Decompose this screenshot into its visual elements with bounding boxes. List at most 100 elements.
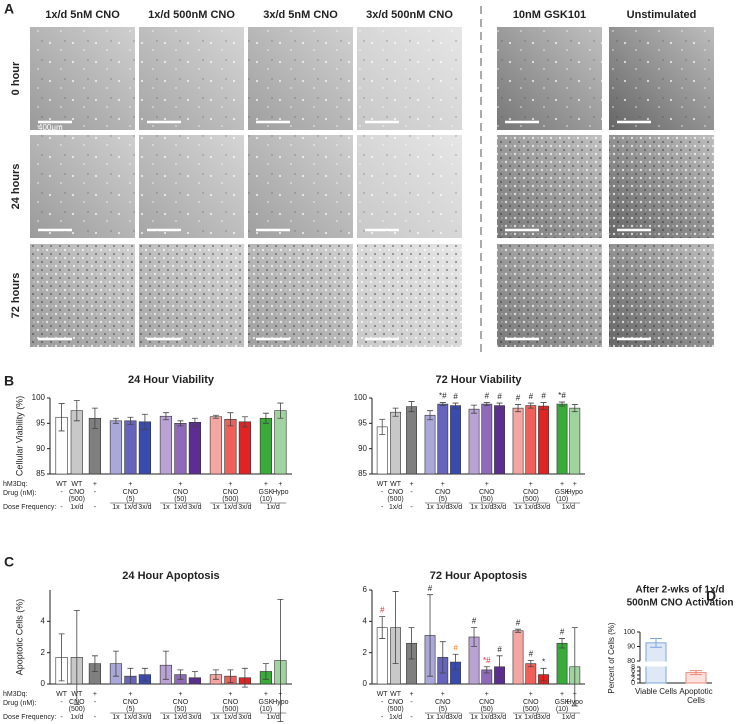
error-bar bbox=[690, 670, 702, 676]
error-bar bbox=[427, 410, 434, 421]
bar bbox=[468, 408, 480, 475]
significance-marker: # bbox=[541, 392, 546, 401]
x-tick-label: 3x/d bbox=[238, 504, 251, 511]
error-bar bbox=[483, 402, 490, 406]
x-tick-label: + bbox=[441, 691, 445, 698]
error-bar bbox=[241, 416, 248, 428]
error-bar bbox=[127, 667, 134, 685]
bar bbox=[188, 422, 202, 475]
error-bar bbox=[141, 667, 148, 682]
bar bbox=[525, 405, 537, 475]
error-bar bbox=[162, 650, 169, 680]
y-tick-label: 4 bbox=[41, 616, 46, 625]
axis-break bbox=[636, 661, 712, 667]
significance-marker: # bbox=[453, 643, 458, 652]
column-header: Unstimulated bbox=[627, 9, 697, 21]
x-tick-label: + bbox=[128, 481, 132, 488]
significance-marker: # bbox=[428, 584, 433, 593]
x-tick-label: 1x/d bbox=[436, 504, 449, 511]
x-tick-label: CNO bbox=[388, 489, 404, 496]
x-tick-label: CNO bbox=[435, 699, 451, 706]
x-tick-label: 1x/d bbox=[562, 504, 575, 511]
error-bar bbox=[58, 633, 65, 682]
y-tick-label: 2 bbox=[363, 648, 368, 657]
bar bbox=[494, 405, 505, 475]
bar bbox=[159, 415, 173, 475]
x-tick-label: 3x/d bbox=[449, 714, 462, 721]
y-tick-label: 100 bbox=[354, 393, 368, 402]
x-tick-label: + bbox=[441, 481, 445, 488]
micrograph-texture bbox=[609, 27, 714, 130]
micrograph-texture bbox=[357, 27, 462, 130]
significance-marker: # bbox=[380, 606, 385, 615]
x-tick-label: (5) bbox=[126, 706, 135, 713]
bar bbox=[274, 410, 287, 475]
x-tick-label: 1x bbox=[514, 504, 522, 511]
x-tick-label: Hypo bbox=[567, 699, 583, 706]
error-bar bbox=[227, 669, 234, 683]
error-bar bbox=[471, 627, 478, 647]
x-tick-label: (50) bbox=[481, 496, 493, 503]
error-bar bbox=[471, 404, 478, 414]
x-tick-label: 3x/d bbox=[238, 714, 251, 721]
x-tick-label: (10) bbox=[260, 706, 272, 713]
column-header: 1x/d 5nM CNO bbox=[45, 9, 120, 21]
x-tick-label: CNO bbox=[479, 699, 495, 706]
x-tick-label: + bbox=[485, 481, 489, 488]
x-tick-label: (500) bbox=[222, 706, 238, 713]
x-tick-label: 1x/d bbox=[224, 504, 237, 511]
micrograph-texture bbox=[357, 244, 462, 347]
x-tick-label: 3x/d bbox=[537, 504, 550, 511]
micrograph-texture bbox=[248, 135, 353, 238]
x-tick-label: (500) bbox=[69, 496, 85, 503]
x-tick-label: 1x bbox=[112, 714, 120, 721]
x-tick-label: - bbox=[94, 489, 97, 496]
scale-label: 400μm bbox=[38, 123, 63, 132]
x-tick-label: CNO bbox=[388, 699, 404, 706]
x-tick-label: + bbox=[228, 481, 232, 488]
x-tick-label: 1x bbox=[426, 504, 434, 511]
x-tick-label: WT bbox=[56, 481, 68, 488]
x-tick-label: + bbox=[560, 481, 564, 488]
significance-marker: # bbox=[472, 617, 477, 626]
x-tick-label: 3x/d bbox=[138, 504, 151, 511]
chart-title: 500nM CNO Activation bbox=[627, 598, 734, 609]
bar bbox=[424, 414, 436, 475]
error-bar bbox=[212, 414, 219, 419]
x-tick-label: 1x/d bbox=[562, 714, 575, 721]
significance-marker: # bbox=[529, 650, 534, 659]
x-tick-label: (10) bbox=[556, 706, 568, 713]
x-tick-label: (500) bbox=[222, 496, 238, 503]
y-tick-label: 90 bbox=[36, 444, 45, 453]
x-tick-label: Hypo bbox=[272, 489, 288, 496]
x-tick-label: - bbox=[60, 504, 63, 511]
y-axis-label: Apoptotic Cells (%) bbox=[14, 599, 24, 676]
x-tick-label: GSK bbox=[259, 489, 274, 496]
bar bbox=[238, 421, 252, 475]
y-tick-label: 85 bbox=[358, 469, 367, 478]
micrograph-texture bbox=[497, 244, 602, 347]
x-tick-label: + bbox=[278, 691, 282, 698]
x-tick-label: CNO bbox=[223, 489, 239, 496]
micrograph-texture bbox=[30, 135, 135, 238]
micrograph-texture bbox=[30, 27, 135, 130]
error-bar bbox=[439, 402, 446, 406]
significance-marker: # bbox=[497, 645, 502, 654]
micrograph-texture bbox=[609, 135, 714, 238]
x-tick-label: 3x/d bbox=[493, 504, 506, 511]
x-tick-label: Apoptotic Cells bbox=[679, 687, 713, 705]
micrograph-texture bbox=[139, 244, 244, 347]
x-tick-label: WT bbox=[390, 481, 402, 488]
bar bbox=[406, 406, 417, 475]
error-bar bbox=[212, 669, 219, 680]
x-tick-label: 1x/d bbox=[267, 504, 280, 511]
x-tick-label: GSK bbox=[555, 699, 570, 706]
y-tick-label: 85 bbox=[36, 469, 45, 478]
y-tick-label: 0 bbox=[631, 680, 635, 687]
x-row-label: hM3Dq: bbox=[3, 481, 28, 488]
micrograph-texture bbox=[248, 27, 353, 130]
x-tick-label: 3x/d bbox=[493, 714, 506, 721]
x-tick-label: - bbox=[60, 699, 63, 706]
column-header: 1x/d 500nM CNO bbox=[148, 9, 235, 21]
